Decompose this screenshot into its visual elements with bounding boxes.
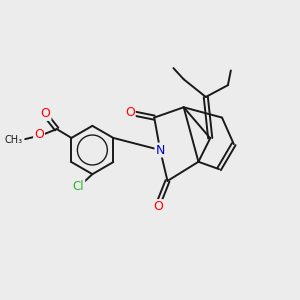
Text: O: O: [153, 200, 163, 213]
Text: O: O: [125, 106, 135, 119]
Text: O: O: [40, 107, 50, 120]
Text: O: O: [34, 128, 44, 142]
Text: Cl: Cl: [73, 180, 84, 193]
Text: CH₃: CH₃: [5, 135, 23, 145]
Text: N: N: [155, 143, 165, 157]
